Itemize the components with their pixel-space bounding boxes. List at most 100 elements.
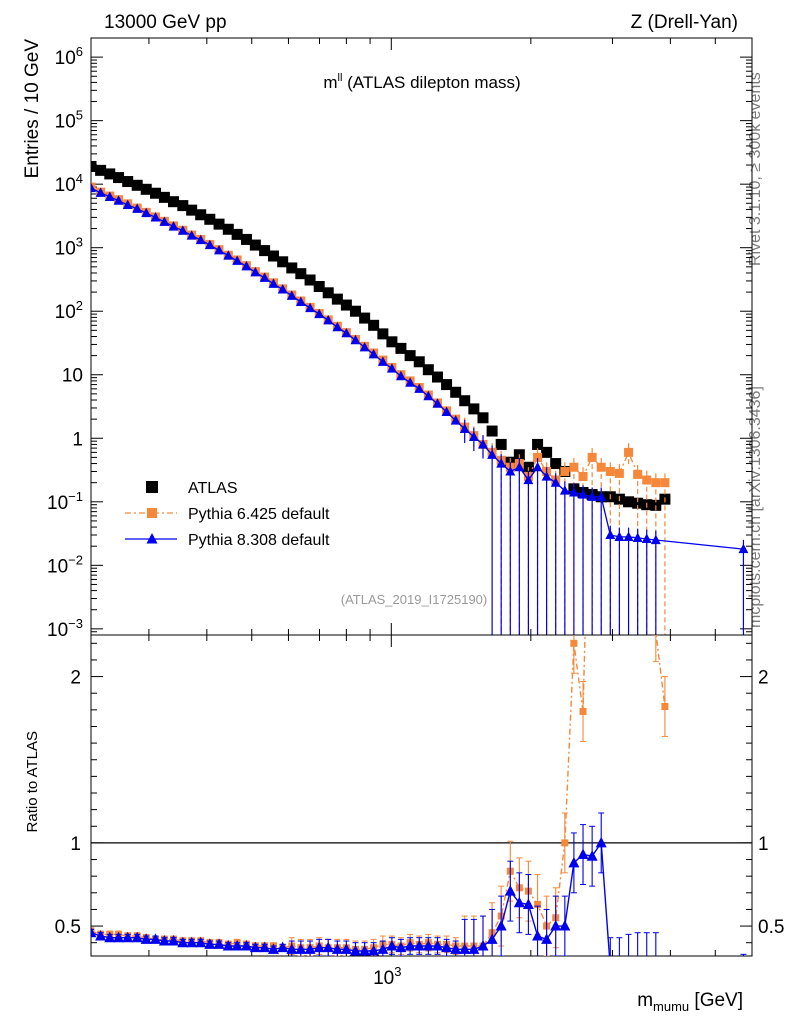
data-point (605, 466, 615, 476)
ratio-data-point (614, 962, 625, 973)
ratio-data-point (322, 941, 334, 953)
ratio-data-point (650, 957, 661, 968)
data-point (159, 216, 170, 226)
data-point (286, 262, 298, 274)
main-title-m: m (323, 73, 337, 92)
data-point (395, 370, 406, 381)
data-point (633, 469, 643, 479)
data-point (413, 356, 425, 368)
data-point (267, 250, 279, 262)
ratio-data-point (195, 936, 207, 948)
data-point (332, 321, 343, 332)
data-point (186, 204, 198, 216)
y-tick-label: 102 (55, 298, 83, 323)
ratio-data-point (413, 940, 425, 951)
data-point (468, 403, 480, 415)
y-tick-label: 105 (55, 108, 83, 133)
ratio-data-point (589, 365, 596, 372)
data-point (186, 230, 197, 240)
ratio-y-tick-label-right: 1 (758, 834, 769, 855)
y-tick-label: 103 (55, 235, 83, 260)
legend-marker (147, 508, 157, 518)
ratio-data-point (395, 941, 407, 953)
ratio-data-point (632, 957, 643, 968)
data-point (541, 446, 553, 458)
data-point (459, 423, 470, 434)
main-title-sup: ll (338, 72, 343, 84)
data-point (478, 439, 488, 449)
data-point (177, 200, 189, 212)
data-point (340, 299, 352, 311)
data-point (304, 274, 316, 286)
ratio-data-point (561, 839, 569, 847)
data-point (204, 239, 215, 250)
data-point (569, 462, 579, 472)
data-point (550, 458, 562, 470)
data-point (642, 475, 652, 485)
data-point (314, 308, 325, 319)
data-point (560, 466, 570, 476)
data-point (459, 395, 471, 407)
data-point (295, 296, 306, 306)
ratio-data-point (550, 920, 562, 931)
ratio-data-point (641, 957, 652, 968)
data-point (322, 287, 334, 299)
main-title: mll (ATLAS dilepton mass) (323, 72, 520, 92)
ratio-data-point (150, 933, 162, 944)
ratio-data-point (534, 900, 542, 908)
ratio-data-point (122, 931, 134, 943)
ratio-data-point (304, 943, 316, 954)
ratio-data-point (95, 930, 107, 941)
ratio-data-point (570, 639, 578, 647)
ratio-data-point (431, 940, 443, 951)
ratio-data-point (495, 920, 507, 931)
data-point (605, 529, 616, 540)
data-point (377, 328, 389, 340)
data-point (495, 438, 507, 450)
header-right: Z (Drell-Yan) (631, 12, 738, 33)
ratio-data-point (286, 943, 298, 954)
data-point (496, 458, 507, 468)
y-tick-label: 10−3 (47, 616, 83, 641)
y-axis-label: Entries / 10 GeV (22, 39, 43, 179)
data-point (350, 334, 361, 345)
data-point (232, 255, 243, 265)
data-point (240, 233, 252, 245)
ratio-y-tick-label-right: 0.5 (758, 917, 784, 938)
data-point (368, 319, 380, 331)
data-point (140, 183, 152, 195)
ratio-data-point (177, 936, 189, 948)
ratio-data-point (204, 938, 216, 949)
data-point (95, 187, 106, 197)
data-point (295, 268, 307, 280)
ratio-data-point (450, 943, 462, 954)
data-point (195, 209, 207, 221)
data-point (168, 221, 179, 231)
data-point (587, 452, 597, 462)
y-tick-label: 10−2 (47, 552, 83, 577)
data-point (122, 176, 134, 188)
data-point (650, 499, 662, 511)
data-point (331, 293, 343, 305)
ratio-data-point (259, 941, 271, 953)
ratio-y-tick-label: 2 (70, 668, 81, 689)
data-point (550, 477, 561, 487)
ratio-data-point (504, 885, 516, 896)
ratio-data-point (104, 931, 116, 943)
series-0 (91, 160, 671, 511)
data-point (596, 491, 607, 501)
data-point (132, 203, 143, 213)
data-point (614, 531, 625, 541)
data-point (377, 356, 388, 366)
data-point (231, 228, 243, 240)
data-point (91, 160, 97, 172)
data-point (341, 327, 352, 338)
analysis-label: (ATLAS_2019_I1725190) (341, 592, 487, 607)
data-point (431, 371, 443, 383)
legend-item-1: Pythia 6.425 default (125, 506, 330, 523)
ratio-series-line (91, 635, 666, 950)
data-point (122, 199, 133, 210)
data-point (359, 312, 371, 324)
ratio-data-point (577, 848, 589, 860)
